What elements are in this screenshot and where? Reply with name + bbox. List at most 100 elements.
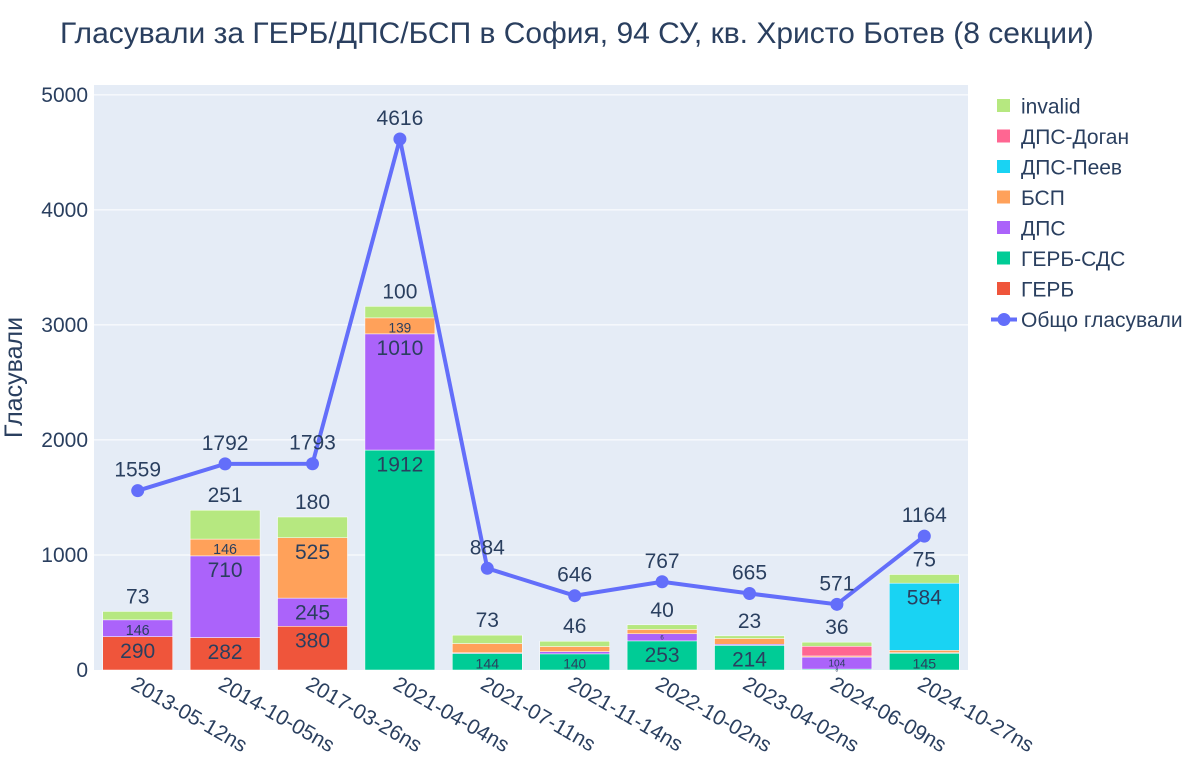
y-tick-label: 4000 bbox=[41, 199, 88, 222]
legend[interactable]: invalid ДПС-Доган ДПС-Пеев БСП ДПС ГЕРБ-СДС ГЕ… bbox=[991, 96, 1183, 333]
total-value-label: 767 bbox=[645, 550, 680, 573]
bar-segment bbox=[452, 634, 523, 644]
legend-label: invalid bbox=[1021, 96, 1081, 119]
bar-value-label: 290 bbox=[120, 640, 155, 663]
legend-color-swatch bbox=[997, 282, 1010, 295]
bar-value-label: 8 bbox=[836, 667, 839, 673]
bar-value-label: 75 bbox=[913, 549, 936, 572]
bar-segment bbox=[539, 640, 610, 647]
bar-value-label: 23 bbox=[738, 610, 761, 633]
bar-value-label: 180 bbox=[295, 491, 330, 514]
bar-value-label: 144 bbox=[476, 655, 500, 671]
x-axis-ticks: 2013-05-12ns2014-10-05ns2017-03-26ns2021… bbox=[127, 672, 1037, 757]
bar-segment bbox=[889, 574, 960, 584]
bar-value-label: 146 bbox=[213, 542, 237, 558]
legend-item[interactable]: Общо гласували bbox=[991, 309, 1183, 332]
bar-segment bbox=[189, 637, 261, 671]
bar-value-label: 282 bbox=[208, 641, 243, 664]
bar-segment bbox=[277, 597, 348, 627]
bar-value-label: 710 bbox=[208, 559, 243, 582]
bar-value-label: 146 bbox=[126, 623, 150, 639]
bar-segment bbox=[801, 646, 873, 657]
legend-label: ДПС bbox=[1021, 218, 1065, 241]
total-line-marker bbox=[568, 589, 582, 603]
bar-value-label: 104 bbox=[828, 659, 845, 670]
legend-color-swatch bbox=[997, 160, 1010, 173]
total-value-label: 884 bbox=[470, 536, 505, 559]
bar-value-label: 380 bbox=[295, 630, 330, 653]
legend-color-swatch bbox=[997, 190, 1010, 204]
legend-marker-swatch bbox=[997, 313, 1011, 326]
bar-segment bbox=[539, 646, 610, 652]
legend-item[interactable]: БСП bbox=[997, 187, 1065, 210]
bar-segment bbox=[277, 626, 348, 671]
bar-value-label: 40 bbox=[650, 599, 673, 622]
total-value-label: 1793 bbox=[289, 432, 336, 455]
total-line-marker bbox=[393, 132, 407, 146]
bar-segment bbox=[364, 449, 436, 671]
total-value-label: 646 bbox=[557, 564, 592, 587]
bar-segment bbox=[714, 638, 785, 645]
bar-value-label: 36 bbox=[825, 616, 848, 639]
total-line-marker bbox=[655, 575, 669, 589]
total-line-marker bbox=[743, 587, 756, 601]
bar-value-label: 100 bbox=[382, 280, 417, 303]
y-tick-label: 3000 bbox=[41, 314, 88, 337]
total-value-label: 665 bbox=[732, 562, 767, 585]
y-axis-ticks: 0 1000 2000 3000 4000 5000 bbox=[41, 84, 88, 682]
legend-label: ГЕРБ bbox=[1021, 279, 1074, 302]
bar-value-label: 1912 bbox=[377, 453, 424, 476]
y-tick-label: 5000 bbox=[41, 84, 88, 107]
bar-segment bbox=[626, 624, 698, 630]
total-line-marker bbox=[917, 529, 931, 543]
bar-value-label: 245 bbox=[295, 601, 330, 624]
bar-segment bbox=[626, 640, 698, 671]
bar-value-label: 253 bbox=[645, 644, 680, 667]
bar-segment bbox=[277, 537, 348, 599]
bar-value-label: 145 bbox=[912, 656, 936, 672]
bar-segment bbox=[102, 636, 173, 671]
total-line-marker bbox=[306, 457, 319, 471]
bar-value-label: 73 bbox=[476, 609, 499, 632]
legend-label: ДПС-Доган bbox=[1021, 126, 1129, 149]
total-value-label: 571 bbox=[819, 572, 854, 595]
legend-color-swatch bbox=[997, 251, 1010, 265]
bar-value-label: 6 bbox=[660, 634, 664, 641]
legend-item[interactable]: ДПС-Пеев bbox=[997, 157, 1122, 180]
stacked-bars bbox=[102, 306, 960, 671]
bar-segment bbox=[626, 629, 698, 635]
bar-segment bbox=[452, 643, 523, 653]
total-voters-line: 1559 1792 1793 4616 884 646 767 665 571 1164 bbox=[114, 107, 947, 611]
legend-item[interactable]: ГЕРБ-СДС bbox=[997, 248, 1125, 271]
legend-color-swatch bbox=[997, 99, 1010, 112]
legend-item[interactable]: invalid bbox=[997, 96, 1081, 119]
bar-segment bbox=[801, 641, 873, 647]
bar-segment bbox=[889, 650, 960, 653]
bar-value-label: 46 bbox=[563, 615, 586, 638]
bar-segment bbox=[714, 635, 785, 639]
bar-value-label: 251 bbox=[208, 484, 243, 507]
bar-value-label: 214 bbox=[732, 649, 767, 672]
legend-label: ДПС-Пеев bbox=[1021, 157, 1122, 180]
legend-item[interactable]: ДПС-Доган bbox=[997, 126, 1129, 149]
total-line-path bbox=[137, 138, 926, 607]
bar-segment bbox=[102, 611, 173, 621]
total-value-label: 4616 bbox=[377, 107, 424, 130]
total-line-marker bbox=[218, 457, 232, 471]
y-tick-label: 2000 bbox=[41, 429, 88, 452]
bar-value-label: 1010 bbox=[377, 337, 424, 360]
legend-item[interactable]: ГЕРБ bbox=[997, 279, 1074, 302]
bar-value-label: 525 bbox=[295, 541, 330, 564]
bar-segment bbox=[364, 306, 436, 319]
legend-color-swatch bbox=[997, 221, 1010, 234]
legend-label: Общо гласували bbox=[1021, 309, 1183, 332]
legend-item[interactable]: ДПС bbox=[997, 218, 1065, 241]
y-tick-label: 0 bbox=[76, 659, 88, 682]
total-value-label: 1559 bbox=[114, 459, 161, 482]
bar-segment bbox=[714, 645, 785, 671]
legend-label: ГЕРБ-СДС bbox=[1021, 248, 1125, 271]
bar-segment bbox=[539, 651, 610, 655]
bar-value-label: 139 bbox=[389, 320, 412, 335]
bar-value-label: 140 bbox=[563, 656, 586, 671]
